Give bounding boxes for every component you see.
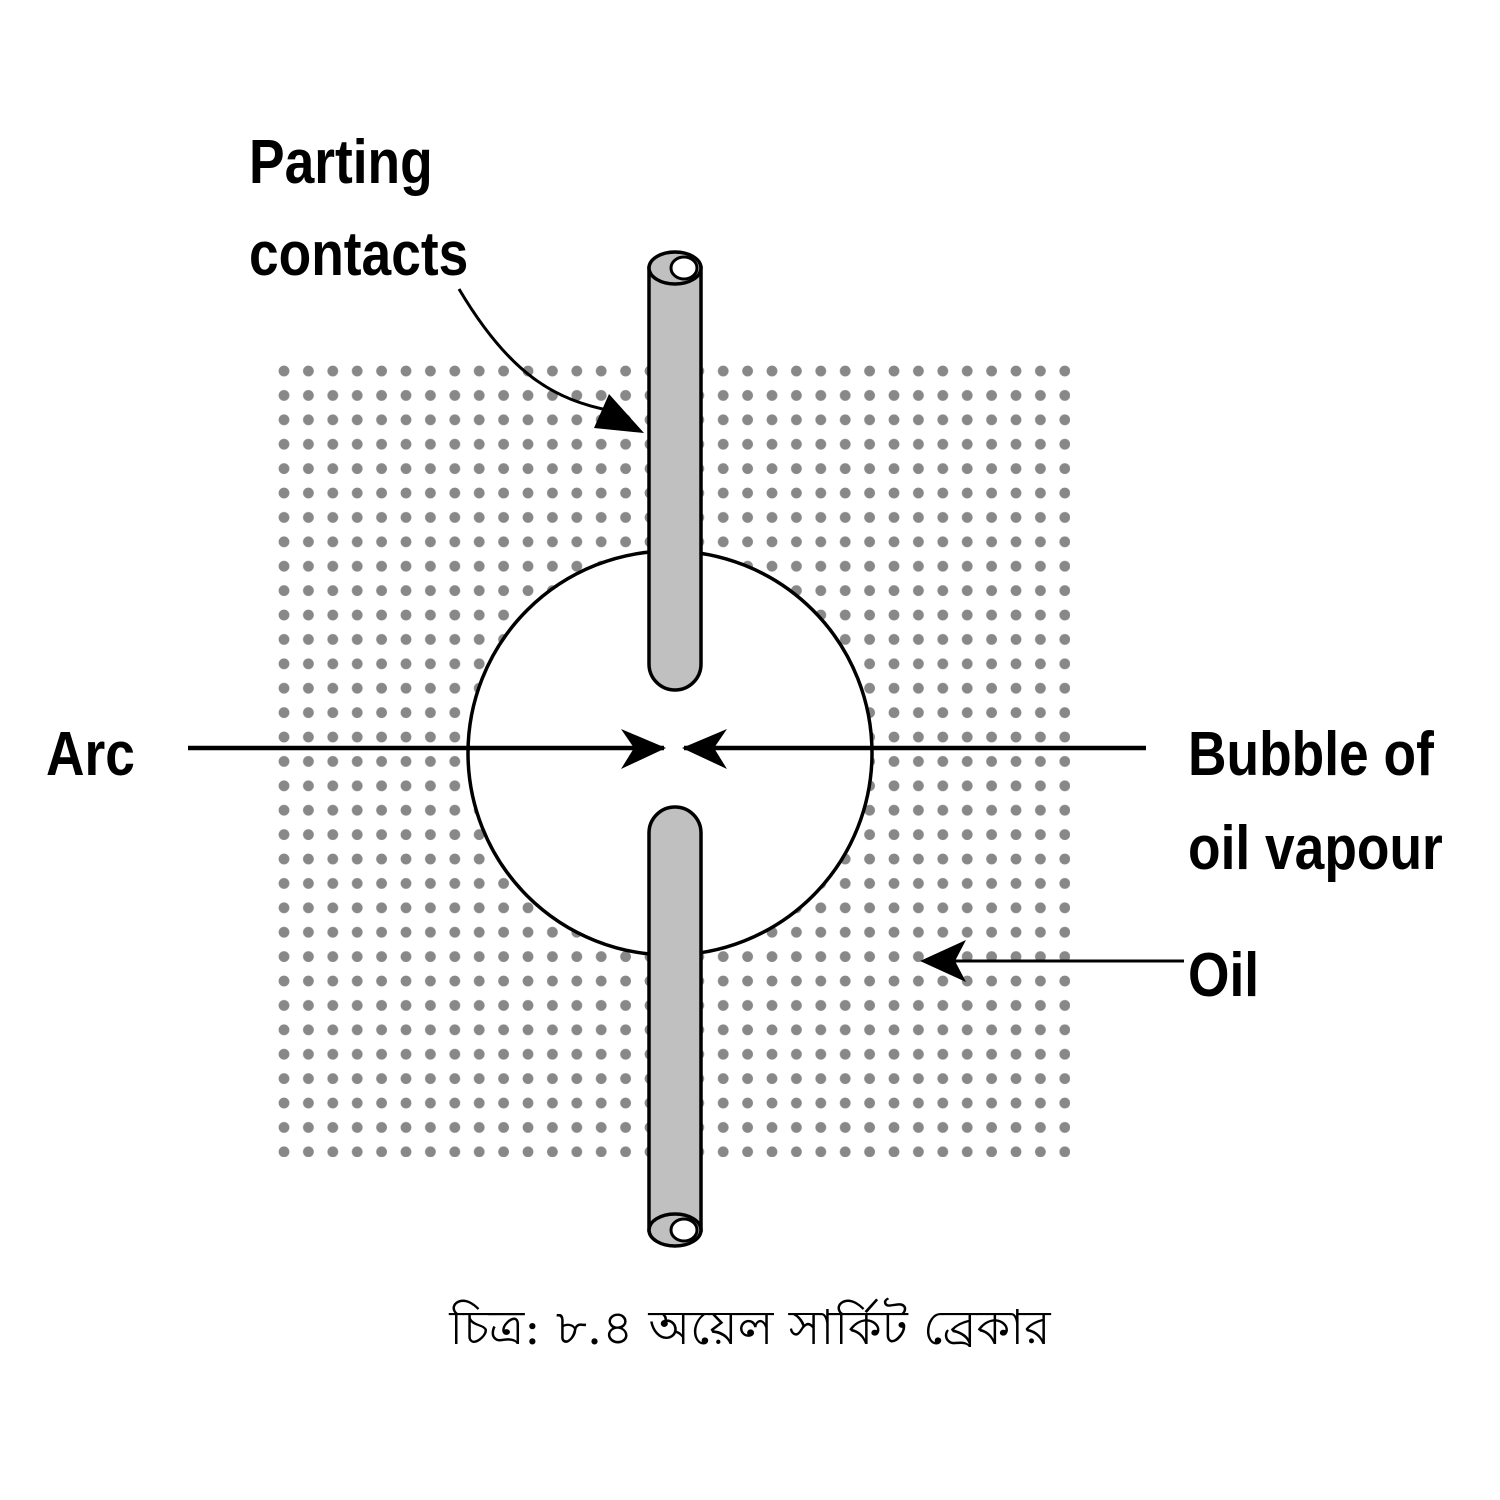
figure-caption: চিত্র: ৮.৪ অয়েল সার্কিট ব্রেকার xyxy=(449,1300,1051,1356)
lower-contact xyxy=(647,805,703,1248)
bubble-arrowhead-icon xyxy=(682,729,727,769)
parting-label-line2: contacts xyxy=(249,220,469,289)
parting-contacts-leader xyxy=(457,288,613,413)
arc-arrowhead-icon xyxy=(621,729,666,769)
oil-arrowhead-icon xyxy=(920,940,966,982)
bubble-label-line2: oil vapour xyxy=(1188,814,1443,883)
upper-contact xyxy=(647,250,703,692)
parting-contacts-arrowhead-icon xyxy=(594,394,644,433)
arc-label: Arc xyxy=(46,720,135,789)
oil-label: Oil xyxy=(1188,941,1260,1010)
bubble-label-line1: Bubble of xyxy=(1188,720,1434,789)
parting-label-line1: Parting xyxy=(249,128,433,197)
